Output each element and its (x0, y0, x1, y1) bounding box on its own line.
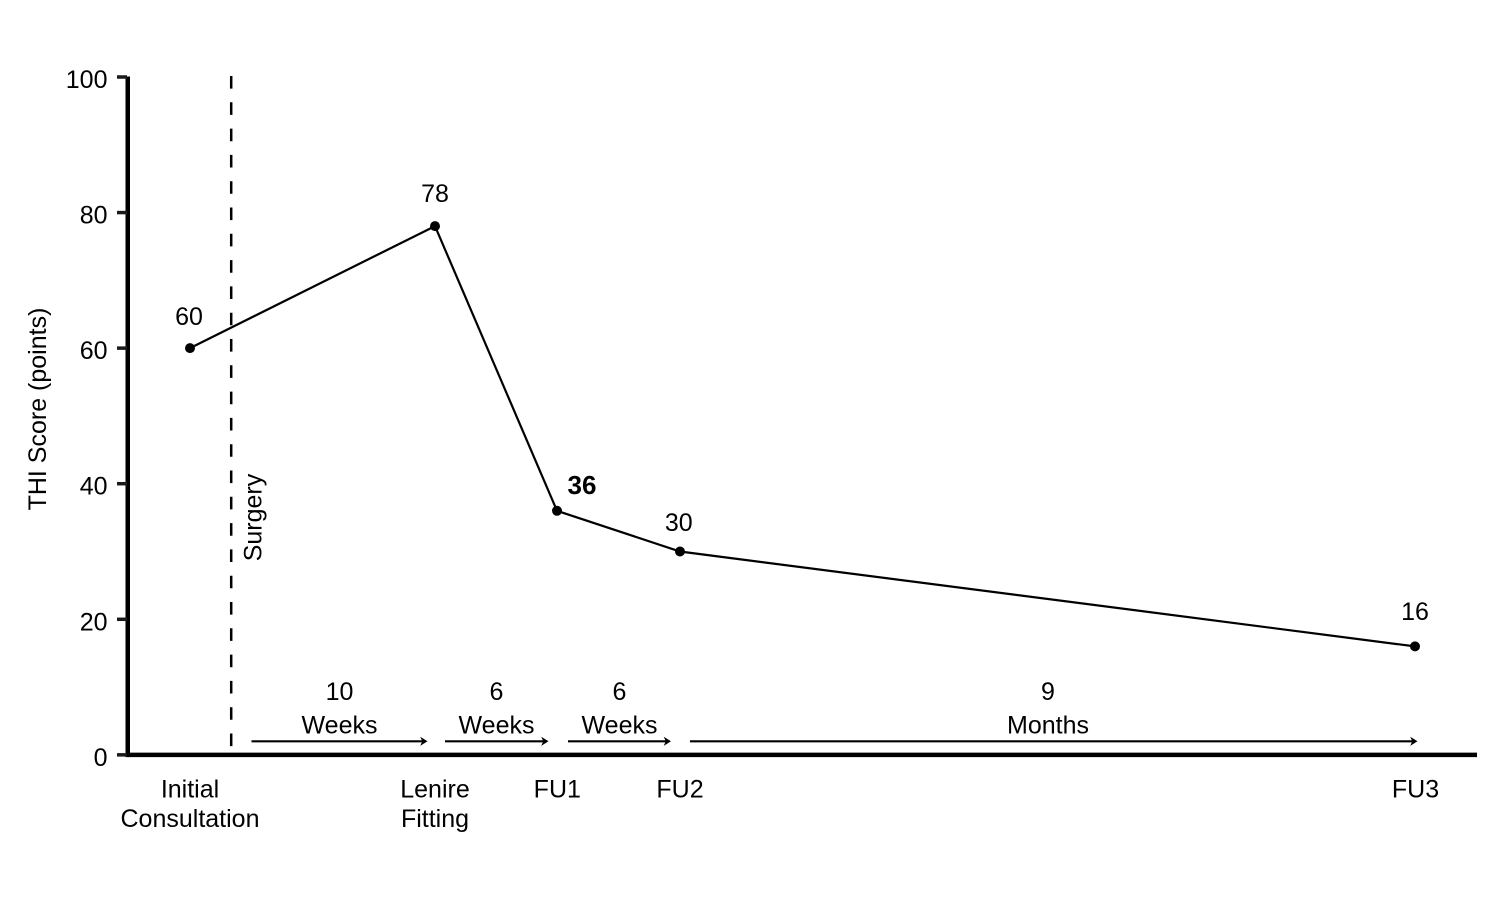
svg-text:FU1: FU1 (534, 776, 581, 804)
svg-text:Weeks: Weeks (582, 712, 658, 740)
svg-text:THI Score (points): THI Score (points) (24, 308, 52, 511)
svg-text:Initial: Initial (161, 776, 219, 804)
svg-text:30: 30 (665, 509, 693, 537)
svg-text:40: 40 (80, 473, 108, 501)
svg-text:Weeks: Weeks (459, 712, 535, 740)
svg-text:36: 36 (568, 470, 597, 500)
svg-text:60: 60 (175, 303, 203, 331)
svg-text:Surgery: Surgery (240, 473, 268, 561)
svg-text:FU2: FU2 (656, 776, 703, 804)
svg-text:78: 78 (421, 180, 449, 208)
svg-text:Lenire: Lenire (400, 776, 470, 804)
svg-text:80: 80 (80, 202, 108, 230)
svg-text:Consultation: Consultation (121, 805, 260, 833)
svg-text:6: 6 (613, 678, 627, 706)
svg-text:6: 6 (490, 678, 504, 706)
svg-text:9: 9 (1041, 678, 1055, 706)
svg-text:16: 16 (1401, 598, 1429, 626)
svg-text:Months: Months (1007, 712, 1089, 740)
svg-text:100: 100 (66, 66, 108, 94)
svg-text:60: 60 (80, 337, 108, 365)
svg-text:Fitting: Fitting (401, 805, 469, 833)
svg-text:0: 0 (94, 744, 108, 772)
svg-text:FU3: FU3 (1392, 776, 1439, 804)
svg-text:10: 10 (326, 678, 354, 706)
svg-text:Weeks: Weeks (302, 712, 378, 740)
svg-text:20: 20 (80, 608, 108, 636)
